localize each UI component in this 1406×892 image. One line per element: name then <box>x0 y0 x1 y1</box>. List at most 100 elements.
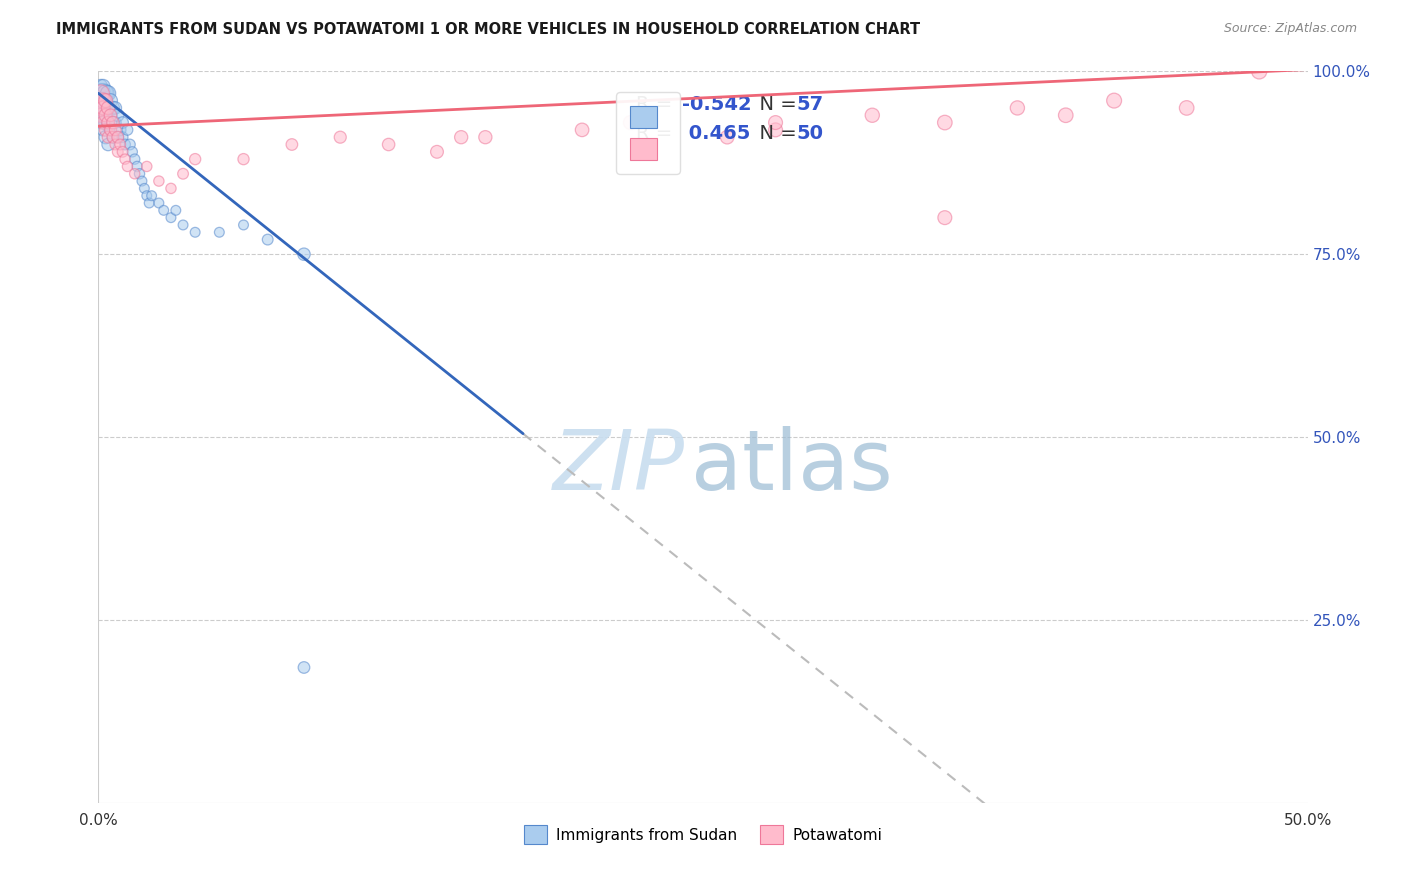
Point <box>1249 64 1271 78</box>
Point <box>104 115 127 129</box>
Point <box>114 152 136 166</box>
Point <box>91 94 114 108</box>
Text: 57: 57 <box>796 95 824 114</box>
Point <box>90 101 112 115</box>
Text: N =: N = <box>747 124 803 143</box>
Point <box>1102 94 1125 108</box>
Point <box>91 123 114 137</box>
Point <box>90 108 112 122</box>
Point <box>100 94 122 108</box>
Point <box>619 115 641 129</box>
Legend: Immigrants from Sudan, Potawatomi: Immigrants from Sudan, Potawatomi <box>517 819 889 850</box>
Point <box>97 101 120 115</box>
Point <box>90 115 112 129</box>
Point <box>716 130 738 145</box>
Point <box>1054 108 1077 122</box>
Point <box>101 115 124 129</box>
Point <box>94 115 117 129</box>
Point <box>94 101 117 115</box>
Point <box>97 115 120 129</box>
Point <box>104 123 127 137</box>
Point <box>107 145 129 159</box>
Point <box>232 152 254 166</box>
Point <box>426 145 449 159</box>
Text: ZIP: ZIP <box>553 425 685 507</box>
Point <box>104 137 127 152</box>
Text: atlas: atlas <box>690 425 893 507</box>
Point <box>1007 101 1029 115</box>
Point <box>128 167 150 181</box>
Point <box>101 101 124 115</box>
Point <box>111 130 134 145</box>
Point <box>101 115 124 129</box>
Point <box>160 181 183 195</box>
Point <box>160 211 183 225</box>
Point <box>124 152 146 166</box>
Point <box>765 123 787 137</box>
Point <box>97 87 120 101</box>
Text: Source: ZipAtlas.com: Source: ZipAtlas.com <box>1223 22 1357 36</box>
Point <box>94 94 117 108</box>
Point <box>90 101 112 115</box>
Point <box>90 78 112 93</box>
Point <box>1175 101 1198 115</box>
Point <box>860 108 883 122</box>
Point <box>90 87 112 101</box>
Point <box>377 137 399 152</box>
Point <box>152 203 174 218</box>
Point <box>117 123 139 137</box>
Point <box>91 101 114 115</box>
Point <box>111 145 134 159</box>
Point <box>91 78 114 93</box>
Point <box>108 123 131 137</box>
Point <box>571 123 593 137</box>
Point <box>934 115 956 129</box>
Point <box>148 174 170 188</box>
Point <box>100 123 122 137</box>
Point <box>97 130 120 145</box>
Point <box>135 160 157 174</box>
Point <box>107 130 129 145</box>
Point <box>135 188 157 202</box>
Point <box>141 188 163 202</box>
Point <box>101 130 124 145</box>
Point <box>94 108 117 122</box>
Point <box>292 660 315 674</box>
Point <box>90 87 112 101</box>
Point <box>124 167 146 181</box>
Point <box>91 87 114 101</box>
Point <box>91 94 114 108</box>
Point <box>117 160 139 174</box>
Text: IMMIGRANTS FROM SUDAN VS POTAWATOMI 1 OR MORE VEHICLES IN HOUSEHOLD CORRELATION : IMMIGRANTS FROM SUDAN VS POTAWATOMI 1 OR… <box>56 22 921 37</box>
Point <box>90 94 112 108</box>
Point <box>114 137 136 152</box>
Point <box>131 174 153 188</box>
Point <box>91 108 114 122</box>
Point <box>232 218 254 232</box>
Point <box>94 94 117 108</box>
Text: N =: N = <box>747 95 803 114</box>
Text: R =: R = <box>637 124 679 143</box>
Point <box>97 101 120 115</box>
Point <box>138 196 160 211</box>
Text: 0.465: 0.465 <box>682 124 751 143</box>
Point <box>474 130 496 145</box>
Point <box>111 115 134 129</box>
Point <box>91 115 114 129</box>
Point <box>184 152 207 166</box>
Point <box>107 130 129 145</box>
Point <box>172 167 194 181</box>
Point <box>94 123 117 137</box>
Point <box>100 123 122 137</box>
Point <box>148 196 170 211</box>
Point <box>108 137 131 152</box>
Point <box>121 145 143 159</box>
Point <box>450 130 472 145</box>
Point <box>94 130 117 145</box>
Point <box>100 108 122 122</box>
Point <box>208 225 231 239</box>
Point <box>329 130 352 145</box>
Point <box>97 115 120 129</box>
Text: -0.542: -0.542 <box>682 95 752 114</box>
Point <box>107 108 129 122</box>
